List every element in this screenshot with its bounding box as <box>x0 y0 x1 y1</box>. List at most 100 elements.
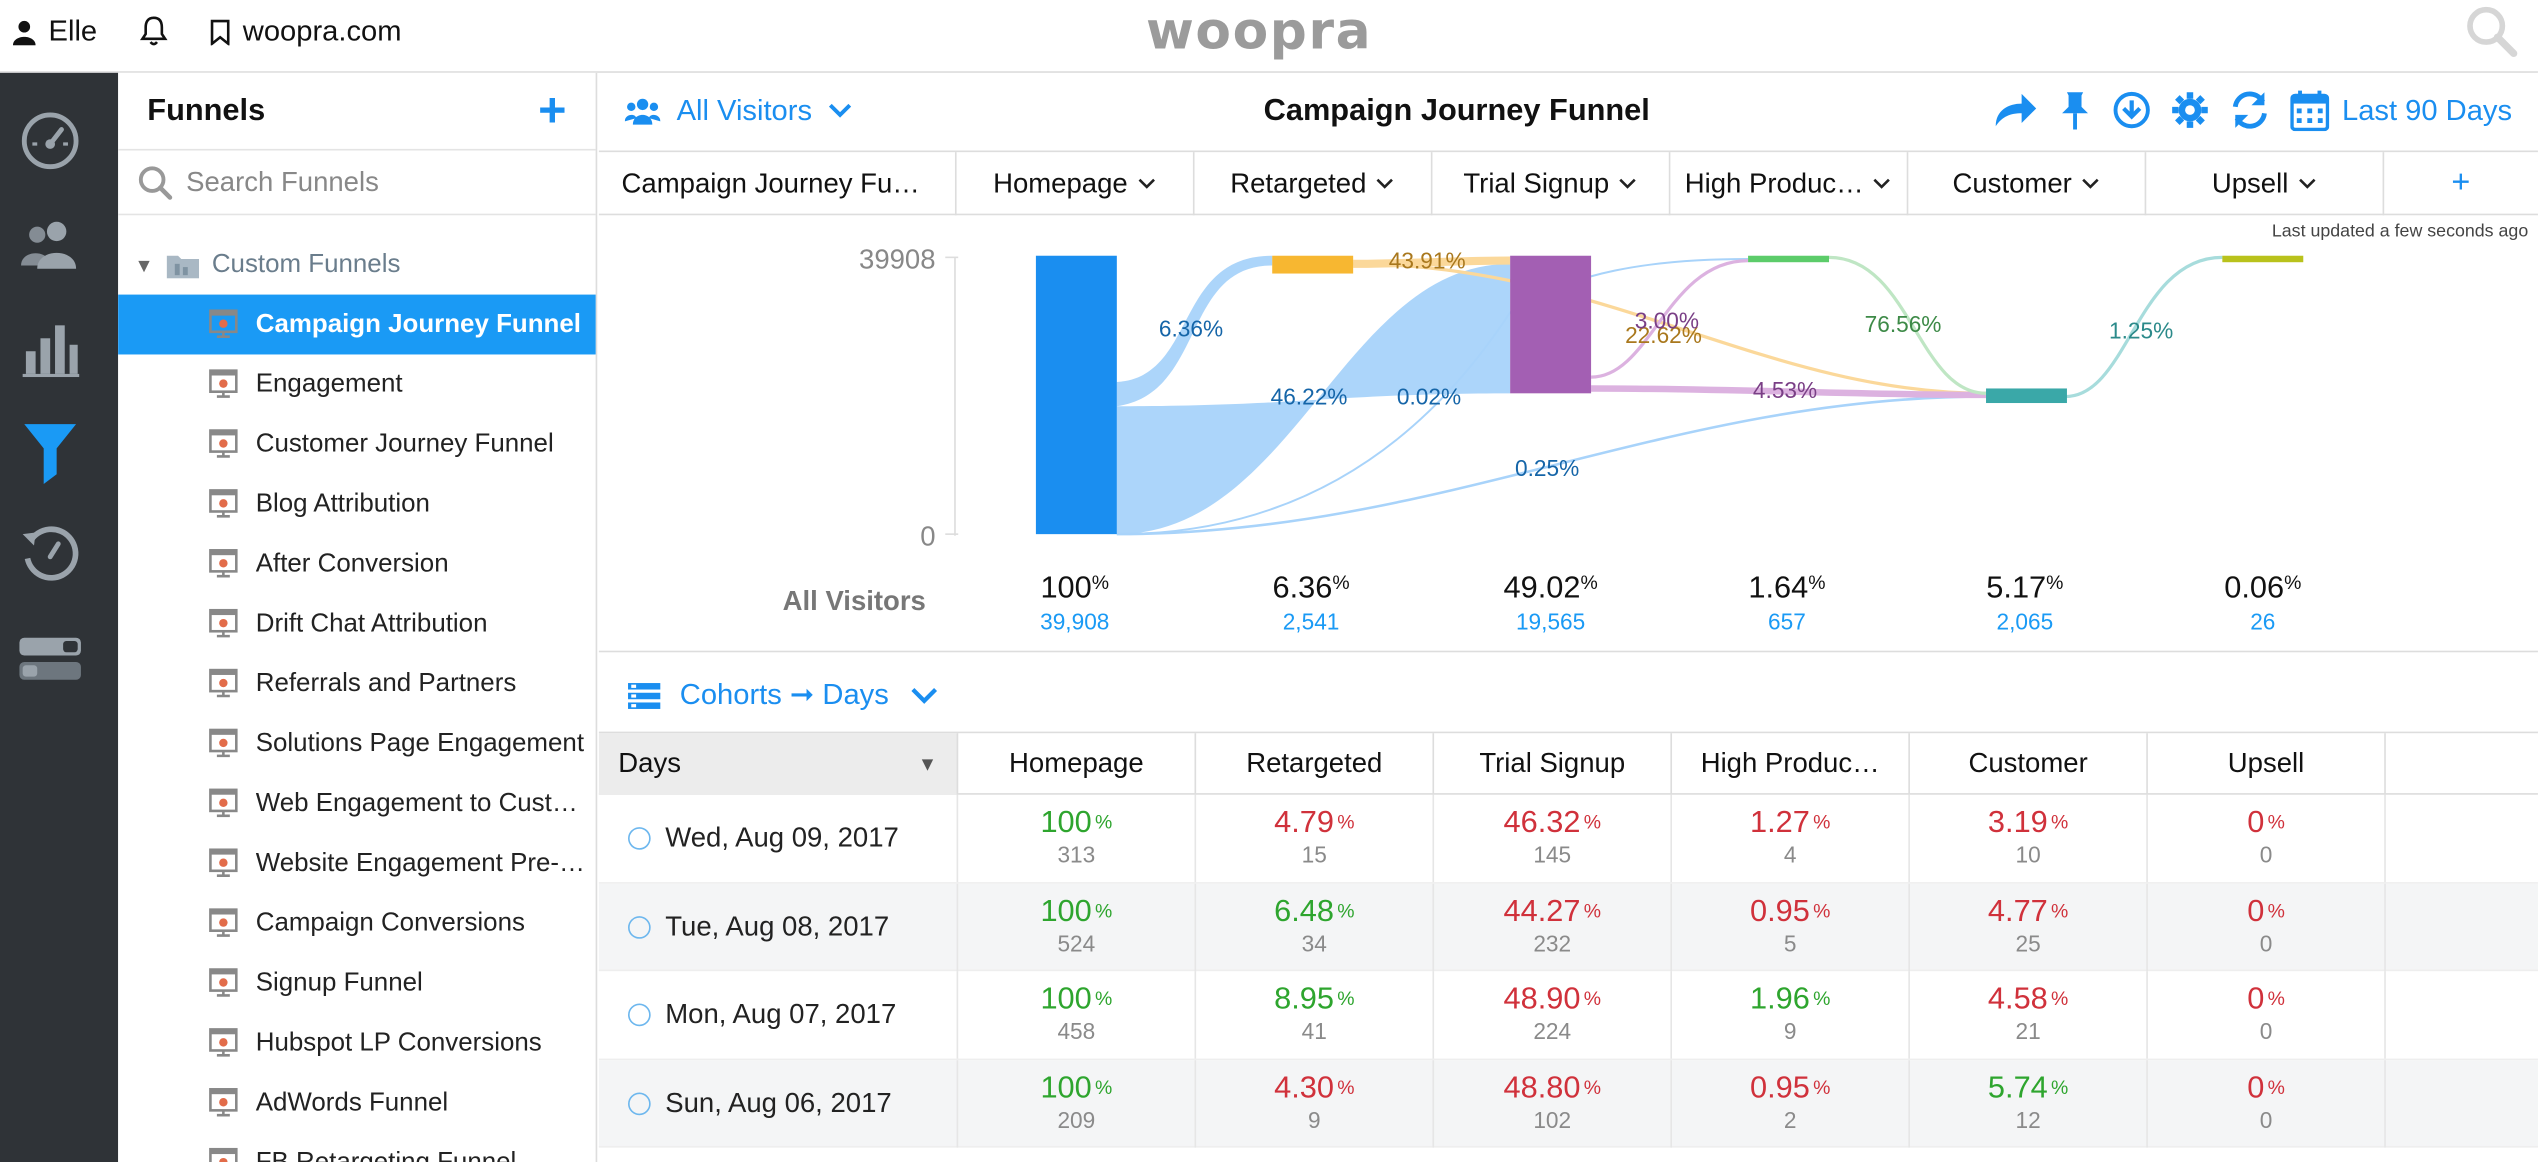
folder-custom-funnels[interactable]: ▼ Custom Funnels <box>118 235 595 295</box>
cell-percent: 48.80% <box>1503 1070 1601 1105</box>
toolbar: Last 90 Days <box>1973 89 2513 132</box>
row-select-radio[interactable] <box>628 1003 651 1027</box>
column-header-label: Upsell <box>2227 747 2305 779</box>
list-icon <box>628 682 661 709</box>
funnel-report-icon <box>209 1088 238 1125</box>
global-search-icon[interactable] <box>2464 3 2519 66</box>
cell-count: 232 <box>1533 929 1572 956</box>
stage-total: 1.64% 657 <box>1748 569 1825 634</box>
funnel-item[interactable]: Campaign Conversions <box>118 893 595 953</box>
cell-percent: 100% <box>1040 982 1113 1017</box>
retention-icon[interactable] <box>18 523 83 588</box>
reports-icon[interactable] <box>18 316 83 381</box>
stage-percent: 5.17% <box>1986 569 2063 604</box>
row-select-radio[interactable] <box>628 827 651 850</box>
step-label: Retargeted <box>1230 167 1367 199</box>
cell-percent: 4.79% <box>1274 806 1355 841</box>
cell-count: 12 <box>2015 1106 2041 1133</box>
row-day-cell[interactable]: Wed, Aug 09, 2017 <box>599 794 959 883</box>
sort-caret-icon[interactable]: ▼ <box>917 752 938 776</box>
step-header[interactable]: Retargeted <box>1194 152 1432 216</box>
funnel-item[interactable]: After Conversion <box>118 534 595 594</box>
funnel-item-label: FB Retargeting Funnel <box>256 1148 588 1162</box>
folder-caret-icon[interactable]: ▼ <box>134 253 154 276</box>
row-day-cell[interactable]: Tue, Aug 08, 2017 <box>599 882 959 971</box>
step-header[interactable]: Trial Signup <box>1432 152 1670 216</box>
funnel-steps: Campaign Journey Fu… Homepage Retargeted T… <box>598 152 2538 216</box>
funnel-item[interactable]: Solutions Page Engagement <box>118 714 595 774</box>
funnel-list: Campaign Journey Funnel Engagement Custome… <box>118 294 596 1162</box>
flow-label: 46.22% <box>1271 384 1348 410</box>
funnel-name-step[interactable]: Campaign Journey Fu… <box>599 152 957 216</box>
row-day-cell[interactable]: Mon, Aug 07, 2017 <box>599 971 959 1059</box>
step-header[interactable]: Customer <box>1908 152 2146 216</box>
funnel-report-icon <box>209 668 238 705</box>
last-updated: Last updated a few seconds ago <box>2271 221 2529 242</box>
share-icon[interactable] <box>1992 91 2037 130</box>
days-sort-header[interactable]: Days ▼ <box>598 733 959 795</box>
step-header[interactable]: High Produc… <box>1670 152 1908 216</box>
row-day-cell[interactable]: Sun, Aug 06, 2017 <box>599 1059 959 1147</box>
funnel-item[interactable]: Website Engagement Pre-… <box>118 834 595 894</box>
table-cell: 48.90% 224 <box>1434 971 1673 1059</box>
table-body: Wed, Aug 09, 2017 100% 313 4.79% 15 46.32% 145… <box>598 794 2538 1148</box>
site-selector[interactable]: woopra.com <box>210 15 401 49</box>
step-header[interactable]: Upsell <box>2146 152 2384 216</box>
cell-percent: 5.74% <box>1987 1070 2069 1105</box>
funnel-icon[interactable] <box>18 419 83 484</box>
logo-text: woopra <box>1146 2 1372 62</box>
funnel-item[interactable]: Signup Funnel <box>118 953 595 1013</box>
row-select-radio[interactable] <box>628 915 651 938</box>
chevron-down-icon <box>2298 174 2316 193</box>
funnel-item[interactable]: Blog Attribution <box>118 474 595 534</box>
funnel-item[interactable]: Customer Journey Funnel <box>118 414 595 474</box>
people-icon[interactable] <box>18 212 83 277</box>
sidebar-title: Funnels <box>147 93 266 128</box>
table-cell: 8.95% 41 <box>1196 971 1435 1059</box>
page-title: Campaign Journey Funnel <box>1263 93 1650 128</box>
funnel-item-label: Drift Chat Attribution <box>255 609 488 637</box>
toggle-icon[interactable] <box>18 626 83 691</box>
date-range-selector[interactable]: Last 90 Days <box>2342 93 2513 126</box>
add-step-button[interactable]: + <box>2451 165 2471 201</box>
dashboard-icon[interactable] <box>18 108 83 173</box>
flow-label: 3.00% <box>1635 308 1699 334</box>
cell-count: 5 <box>1783 929 1797 956</box>
funnel-report-icon <box>209 309 238 346</box>
flows <box>1116 255 2223 536</box>
app-rail <box>0 72 119 1162</box>
funnels-sidebar: Funnels + ▼ Custom Funnels Campaign Jour… <box>118 72 598 1162</box>
funnel-report-icon <box>209 848 238 885</box>
gear-icon[interactable] <box>2170 91 2209 130</box>
step-label: Trial Signup <box>1463 167 1610 199</box>
refresh-icon[interactable] <box>2229 91 2271 130</box>
user-menu[interactable]: Elle <box>12 15 97 49</box>
calendar-icon[interactable] <box>2290 89 2330 132</box>
funnel-item[interactable]: Engagement <box>118 354 595 414</box>
row-select-radio[interactable] <box>628 1091 651 1115</box>
bell-icon[interactable] <box>139 15 168 55</box>
download-icon[interactable] <box>2112 91 2151 130</box>
segment-selector[interactable]: All Visitors <box>624 94 851 128</box>
funnel-item[interactable]: AdWords Funnel <box>118 1073 595 1133</box>
flow-trial-customer <box>1591 385 1987 399</box>
funnel-item[interactable]: Drift Chat Attribution <box>118 594 595 654</box>
cell-percent: 100% <box>1040 806 1113 841</box>
column-header: Upsell <box>2148 733 2386 795</box>
pin-icon[interactable] <box>2057 89 2093 131</box>
funnel-item[interactable]: Referrals and Partners <box>118 654 595 714</box>
add-funnel-button[interactable]: + <box>538 83 567 137</box>
funnel-item[interactable]: Hubspot LP Conversions <box>118 1013 595 1073</box>
funnel-item-label: Referrals and Partners <box>255 669 517 697</box>
stage-count: 26 <box>2250 609 2275 635</box>
funnel-item[interactable]: Campaign Journey Funnel <box>118 294 596 355</box>
funnel-item[interactable]: Web Engagement to Cust… <box>118 774 595 834</box>
search-funnels-input[interactable] <box>186 165 575 199</box>
funnel-report-icon <box>209 728 238 765</box>
stage-total: 0.06% 26 <box>2224 569 2301 634</box>
funnel-item-label: Campaign Conversions <box>255 908 525 937</box>
step-header[interactable]: Homepage <box>956 152 1194 216</box>
funnel-item[interactable]: FB Retargeting Funnel <box>118 1133 595 1162</box>
step-list: Homepage Retargeted Trial Signup High Produ… <box>956 152 2384 216</box>
cohort-selector[interactable]: Cohorts ➞ Days <box>628 678 938 712</box>
